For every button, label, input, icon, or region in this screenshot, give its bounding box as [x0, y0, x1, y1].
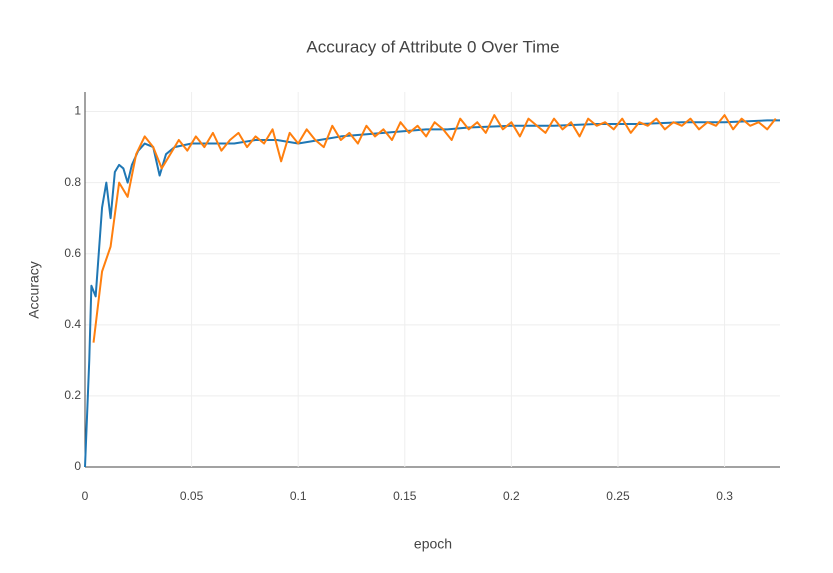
series-line — [84, 119, 780, 468]
x-tick-label: 0.05 — [180, 489, 204, 503]
x-tick-label: 0.1 — [290, 489, 307, 503]
y-tick-label: 0 — [74, 459, 81, 473]
y-tick-label: 0.6 — [64, 246, 81, 260]
x-tick-label: 0.2 — [503, 489, 520, 503]
chart-title: Accuracy of Attribute 0 Over Time — [306, 37, 559, 56]
y-tick-label: 1 — [74, 104, 81, 118]
y-tick-label: 0.4 — [64, 317, 81, 331]
x-axis-label: epoch — [414, 536, 452, 552]
x-tick-label: 0 — [82, 489, 89, 503]
x-tick-label: 0.25 — [606, 489, 630, 503]
y-tick-label: 0.8 — [64, 175, 81, 189]
y-tick-label: 0.2 — [64, 388, 81, 402]
x-tick-label: 0.15 — [393, 489, 417, 503]
y-axis-label: Accuracy — [26, 261, 42, 319]
series-line — [92, 114, 777, 343]
x-tick-label: 0.3 — [716, 489, 733, 503]
